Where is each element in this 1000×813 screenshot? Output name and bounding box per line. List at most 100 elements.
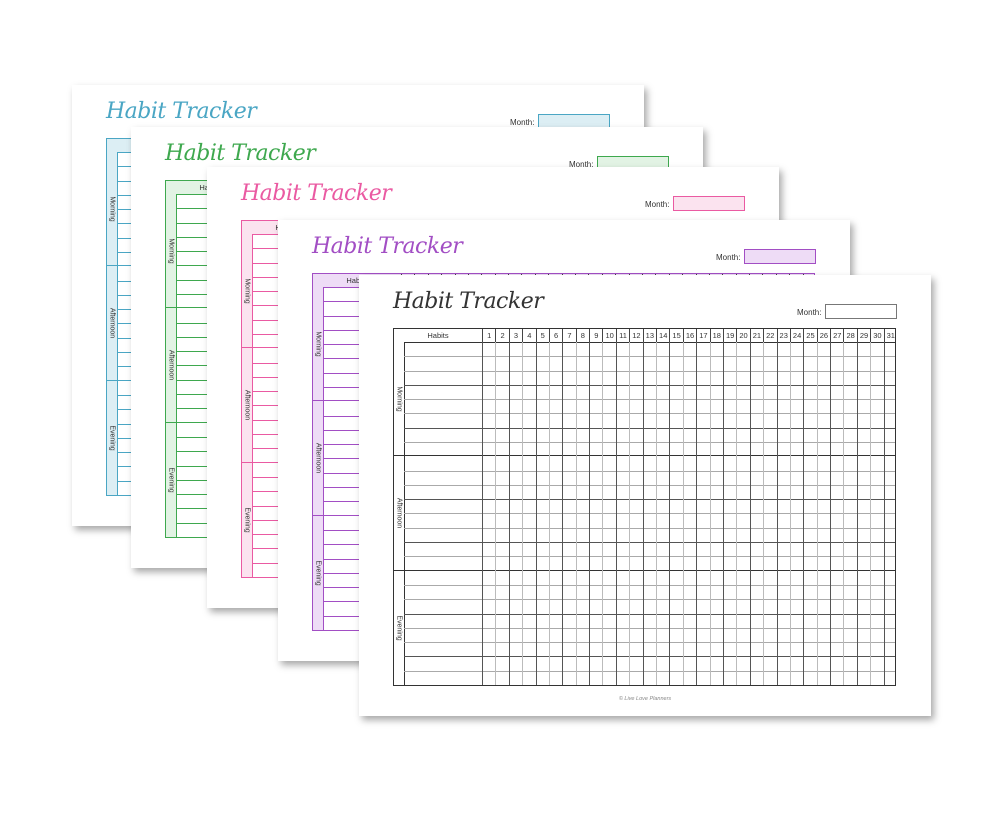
habits-header: Habits	[427, 331, 449, 340]
day-column-line	[696, 342, 698, 685]
day-column-line	[789, 342, 791, 685]
day-column-line	[495, 342, 497, 685]
day-header: 16	[682, 329, 696, 342]
section-label: Afternoon	[166, 308, 177, 422]
day-column-line	[589, 342, 591, 685]
day-header: 28	[843, 329, 856, 342]
day-column-line	[535, 342, 537, 685]
day-column-line	[629, 342, 631, 685]
section-label-text: Evening	[167, 467, 175, 493]
habit-row-line	[404, 599, 895, 601]
section-label-text: Morning	[243, 278, 251, 304]
day-header: 6	[548, 329, 562, 342]
habit-row-line	[404, 513, 895, 515]
habit-row-line	[404, 542, 895, 544]
habits-header: Habits	[346, 276, 368, 285]
section-label-text: Afternoon	[395, 497, 403, 529]
section-morning: Morning	[394, 342, 895, 457]
section-label: Afternoon	[313, 401, 324, 515]
day-header: 15	[669, 329, 682, 342]
month-input[interactable]	[673, 196, 745, 211]
day-header: 24	[789, 329, 803, 342]
page-title: Habit Tracker	[165, 141, 316, 166]
section-label-text: Evening	[108, 425, 116, 451]
day-header: 1	[482, 329, 495, 342]
day-column-line	[508, 342, 510, 685]
day-header: 9	[589, 329, 602, 342]
habit-row-line	[404, 556, 895, 558]
section-label: Afternoon	[107, 266, 118, 380]
page-title: Habit Tracker	[241, 181, 392, 206]
day-header: 17	[696, 329, 709, 342]
day-header: 8	[575, 329, 589, 342]
section-label: Morning	[166, 194, 177, 308]
day-header: 20	[736, 329, 749, 342]
day-column-line	[749, 342, 751, 685]
day-column-line	[562, 342, 564, 685]
day-column-line	[602, 342, 604, 685]
habit-row-line	[404, 413, 895, 415]
habit-row-line	[404, 470, 895, 472]
habit-row-line	[404, 613, 895, 615]
section-label-text: Evening	[243, 507, 251, 533]
page-title: Habit Tracker	[312, 234, 463, 259]
section-label-text: Morning	[395, 386, 403, 412]
day-column-line	[816, 342, 818, 685]
section-label-text: Evening	[314, 560, 322, 586]
section-label-text: Afternoon	[243, 389, 251, 421]
day-header: 13	[642, 329, 656, 342]
page-title: Habit Tracker	[393, 289, 544, 314]
day-column-line	[736, 342, 738, 685]
section-label: Morning	[394, 342, 405, 456]
month-input[interactable]	[744, 249, 816, 264]
month-label: Month:	[510, 118, 535, 127]
day-header: 5	[535, 329, 549, 342]
habit-row-line	[404, 527, 895, 529]
month-label: Month:	[716, 253, 741, 262]
day-header: 10	[602, 329, 615, 342]
day-header: 30	[870, 329, 883, 342]
day-header: 2	[495, 329, 508, 342]
habit-row-line	[404, 427, 895, 429]
footer-copyright: © Live Love Planners	[618, 696, 672, 702]
day-header: 19	[722, 329, 736, 342]
day-column-line	[656, 342, 658, 685]
section-label: Morning	[313, 287, 324, 401]
section-label: Morning	[242, 234, 253, 348]
habit-row-line	[404, 370, 895, 372]
day-header: 31	[883, 329, 897, 342]
day-column-line	[575, 342, 577, 685]
section-label-text: Afternoon	[167, 349, 175, 381]
day-header: 23	[776, 329, 790, 342]
day-column-line	[776, 342, 778, 685]
section-label-text: Morning	[167, 238, 175, 264]
day-header: 29	[856, 329, 870, 342]
month-label: Month:	[797, 308, 822, 317]
habit-row-line	[404, 442, 895, 444]
day-header: 7	[562, 329, 575, 342]
day-header: 11	[615, 329, 629, 342]
section-label: Morning	[107, 152, 118, 266]
day-column-line	[642, 342, 644, 685]
habit-row-line	[404, 399, 895, 401]
day-header: 3	[508, 329, 522, 342]
day-header: 22	[763, 329, 776, 342]
habit-row-line	[404, 356, 895, 358]
day-header: 21	[749, 329, 763, 342]
section-afternoon: Afternoon	[394, 456, 895, 571]
day-column-line	[883, 342, 885, 685]
habit-row-line	[404, 584, 895, 586]
habit-row-line	[404, 484, 895, 486]
month-input[interactable]	[825, 304, 897, 319]
habit-row-line	[404, 627, 895, 629]
day-header: 25	[803, 329, 816, 342]
day-column-line	[870, 342, 872, 685]
day-column-line	[522, 342, 524, 685]
habit-tracker-page-black: Habit Tracker Month: Habits 1 2 3 4 5 6 7 8 9 10 11 12…	[359, 275, 931, 716]
day-column-line	[709, 342, 711, 685]
day-column-line	[830, 342, 832, 685]
habits-column-divider	[482, 342, 483, 685]
section-label: Afternoon	[242, 348, 253, 462]
